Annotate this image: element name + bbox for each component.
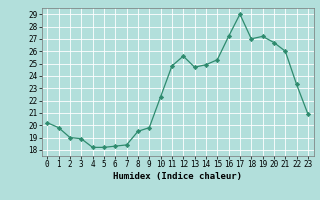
X-axis label: Humidex (Indice chaleur): Humidex (Indice chaleur) (113, 172, 242, 181)
